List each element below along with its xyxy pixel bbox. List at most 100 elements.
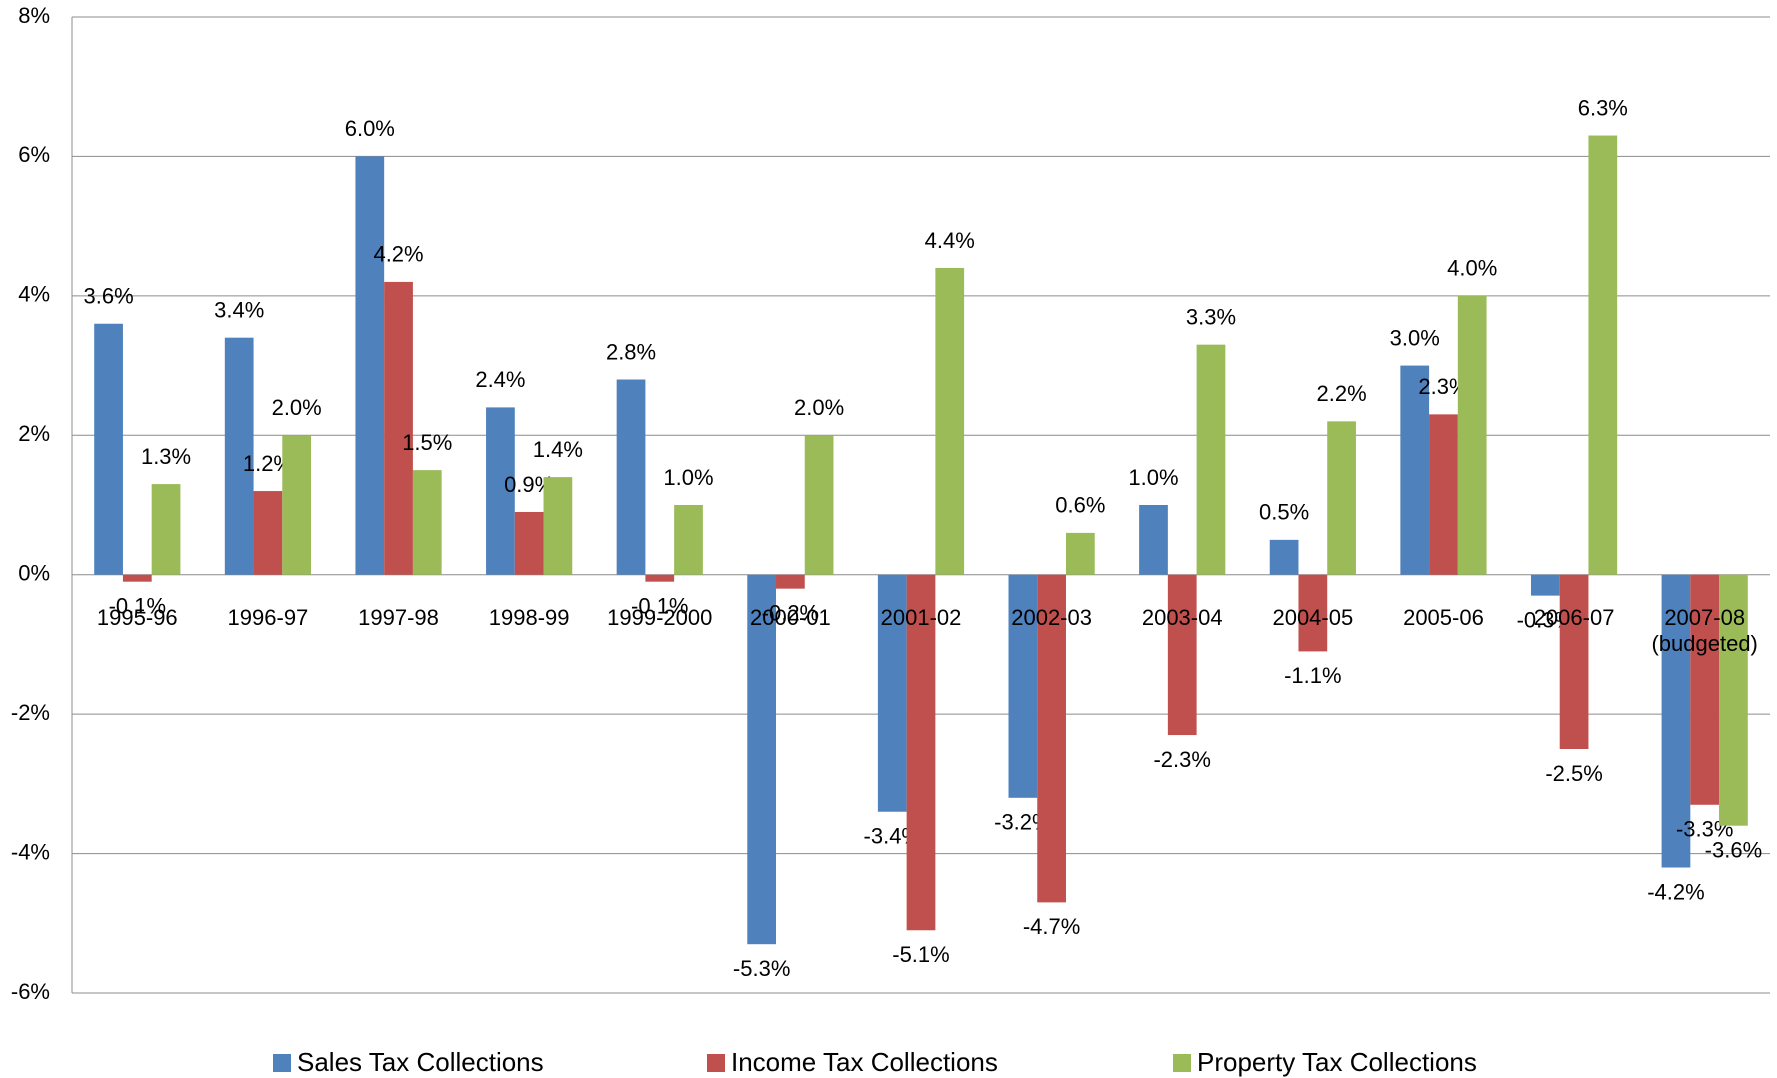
bar [151, 484, 181, 575]
bar [1008, 574, 1038, 798]
bar [1429, 414, 1458, 575]
x-tick-label: 2002-03 [1011, 604, 1092, 630]
bar [906, 574, 936, 931]
data-label: 4.2% [373, 242, 423, 267]
y-tick-label: 0% [18, 561, 50, 586]
bar [1196, 344, 1226, 575]
bar [1690, 574, 1720, 805]
data-label: 6.0% [345, 116, 395, 141]
data-label: 2.0% [794, 395, 844, 420]
bar [1559, 574, 1589, 749]
bar [514, 511, 544, 575]
bar [1298, 574, 1328, 652]
data-label: 2.0% [272, 395, 322, 420]
bar [747, 574, 777, 945]
bar [674, 505, 703, 575]
data-label: 4.4% [925, 228, 975, 253]
x-tick-label: 1997-98 [358, 604, 439, 630]
data-label: 0.5% [1259, 500, 1309, 525]
bar [355, 156, 385, 575]
x-tick-label: 2000-01 [750, 604, 831, 630]
bar [1327, 421, 1356, 575]
data-label: -0.1% [109, 593, 166, 618]
bar [94, 323, 123, 575]
data-label: -1.1% [1284, 663, 1341, 688]
bar [122, 574, 152, 582]
x-tick-label: 1999-2000 [607, 604, 713, 630]
x-tick-label: 2001-02 [880, 604, 962, 630]
x-tick-label: 2007-08 (budgeted) [1651, 604, 1758, 656]
bar [776, 574, 805, 589]
bar [1661, 574, 1691, 868]
data-label: 1.0% [1128, 465, 1178, 490]
data-label: -3.6% [1705, 837, 1762, 862]
y-tick-label: -4% [11, 839, 50, 864]
data-label: -4.2% [1647, 879, 1704, 904]
bar [486, 407, 515, 575]
data-label: 6.3% [1578, 95, 1628, 120]
y-tick-label: 8% [18, 3, 50, 28]
bar [1719, 574, 1748, 826]
bar [384, 281, 413, 575]
legend-label: Sales Tax Collections [297, 1047, 544, 1077]
y-tick-label: 6% [18, 142, 50, 167]
legend-swatch [707, 1054, 725, 1072]
data-label: 0.6% [1055, 493, 1105, 518]
data-label: 2.8% [606, 339, 656, 364]
data-label: -0.1% [631, 593, 688, 618]
bar [1400, 365, 1430, 575]
bar [224, 337, 254, 575]
data-label: 1.0% [663, 465, 713, 490]
y-tick-label: 4% [18, 282, 50, 307]
x-tick-label: 2003-04 [1141, 604, 1223, 630]
data-label: 3.6% [83, 284, 133, 309]
bar [543, 477, 573, 575]
data-label: -5.1% [892, 942, 949, 967]
y-tick-label: 2% [18, 421, 50, 446]
data-label: 2.2% [1317, 381, 1367, 406]
x-tick-label: 2006-07 [1533, 604, 1615, 630]
data-label: 3.3% [1186, 304, 1236, 329]
data-label: 1.4% [533, 437, 583, 462]
bar [1588, 135, 1618, 575]
legend-label: Income Tax Collections [731, 1047, 998, 1077]
data-label: -2.3% [1153, 747, 1210, 772]
data-label: 3.0% [1390, 325, 1440, 350]
x-tick-label: 2005-06 [1403, 604, 1484, 630]
data-label: -2.5% [1545, 761, 1602, 786]
bar [1167, 574, 1197, 736]
y-tick-label: -2% [11, 700, 50, 725]
data-label: 1.3% [141, 444, 191, 469]
x-tick-label: 1998-99 [488, 604, 570, 630]
data-label: 2.4% [475, 367, 525, 392]
bar [1457, 295, 1487, 575]
data-label: -5.3% [733, 956, 790, 981]
data-label: 4.0% [1447, 256, 1497, 281]
bar [282, 435, 312, 575]
bar [412, 470, 442, 575]
x-tick-label: 2004-05 [1272, 604, 1354, 630]
data-label: -4.7% [1023, 914, 1080, 939]
data-label: 3.4% [214, 297, 264, 322]
y-tick-label: -6% [11, 979, 50, 1004]
data-label: -0.2% [762, 600, 819, 625]
bar [1530, 574, 1560, 596]
bar [616, 379, 646, 575]
bar [1065, 532, 1095, 575]
bar [1269, 539, 1299, 575]
legend-label: Property Tax Collections [1197, 1047, 1477, 1077]
bar [1037, 574, 1066, 903]
bar [645, 574, 675, 582]
legend-swatch [273, 1054, 291, 1072]
bar [804, 435, 834, 575]
bar [1139, 505, 1168, 575]
x-tick-label: 1995-96 [96, 604, 178, 630]
legend-swatch [1173, 1054, 1191, 1072]
bar [253, 491, 283, 575]
x-tick-label: 1996-97 [227, 604, 309, 630]
bar [877, 574, 907, 812]
bar [935, 267, 965, 575]
data-label: 1.5% [402, 430, 452, 455]
